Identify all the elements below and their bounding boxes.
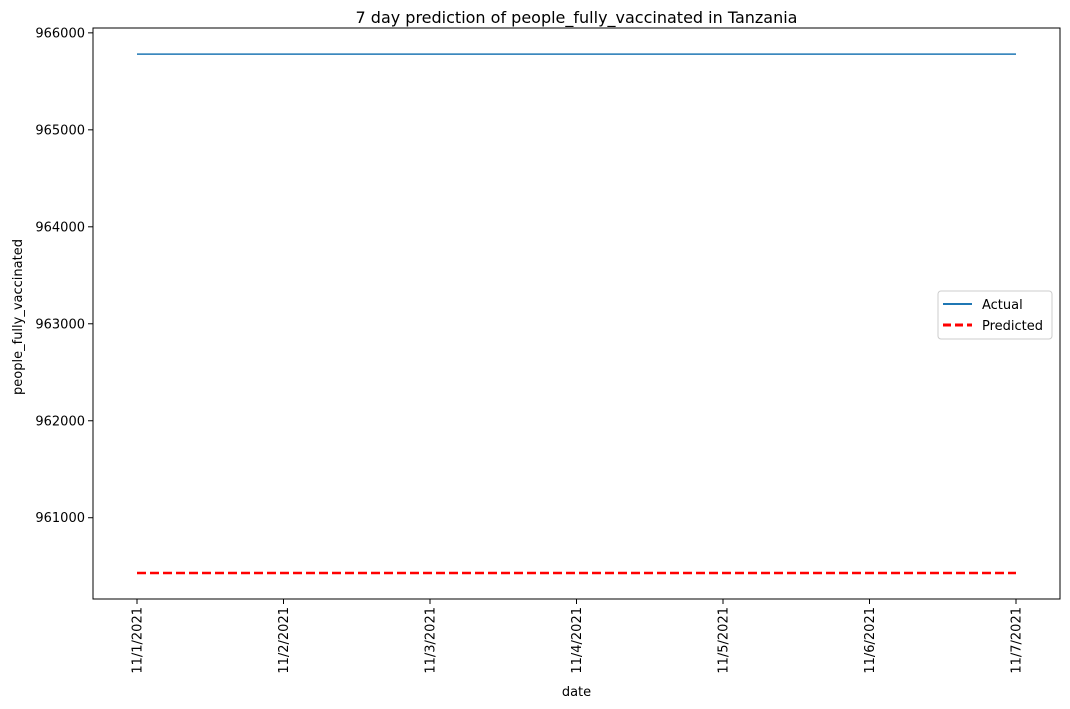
x-tick-label: 11/3/2021 [424, 607, 439, 674]
legend-label-predicted: Predicted [982, 319, 1043, 334]
y-tick-label: 963000 [35, 317, 85, 332]
x-tick-label: 11/1/2021 [131, 607, 146, 674]
y-axis: 961000 962000 963000 964000 965000 966000 [35, 26, 93, 526]
y-tick-label: 965000 [35, 123, 85, 138]
x-tick-label: 11/4/2021 [570, 607, 585, 674]
plot-area [92, 27, 1061, 600]
x-axis: 11/1/2021 11/2/2021 11/3/2021 11/4/2021 11/5… [131, 599, 1025, 674]
x-tick-label: 11/7/2021 [1010, 607, 1025, 674]
y-tick-label: 962000 [35, 414, 85, 429]
legend: Actual Predicted [937, 290, 1053, 340]
y-axis-label: people_fully_vaccinated [11, 239, 26, 395]
chart-title: 7 day prediction of people_fully_vaccina… [356, 8, 798, 28]
series-lines [137, 53, 1016, 575]
y-tick-label: 966000 [35, 26, 85, 41]
x-tick-label: 11/6/2021 [863, 607, 878, 674]
x-tick-label: 11/2/2021 [277, 607, 292, 674]
x-tick-label: 11/5/2021 [717, 607, 732, 674]
y-tick-label: 961000 [35, 511, 85, 526]
legend-label-actual: Actual [982, 298, 1023, 313]
x-axis-label: date [562, 685, 591, 700]
y-tick-label: 964000 [35, 220, 85, 235]
